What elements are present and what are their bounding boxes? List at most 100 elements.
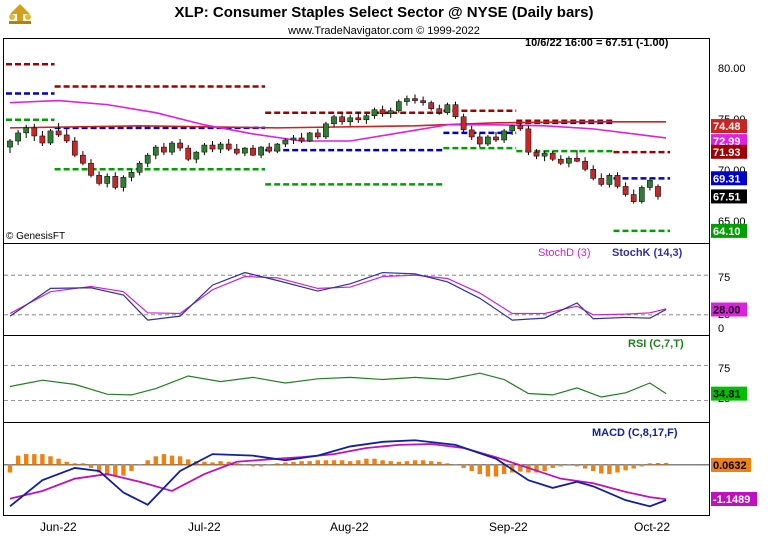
macd-hist-bar <box>48 456 53 465</box>
macd-hist-bar <box>161 454 167 465</box>
macd-hist-bar <box>234 463 239 465</box>
candle-body <box>128 172 135 178</box>
logo <box>9 4 31 24</box>
ma-magenta <box>9 99 667 142</box>
value-tag-text: -1.1489 <box>713 494 750 506</box>
candle-body <box>590 169 597 179</box>
x-tick-jul: Jul-22 <box>188 520 221 534</box>
price-panel <box>6 62 671 233</box>
stoch-tick-0: 0 <box>718 323 724 335</box>
chart-title: XLP: Consumer Staples Select Sector @ NY… <box>175 4 594 21</box>
macd-hist-bar <box>582 464 588 469</box>
macd-hist-bar <box>429 461 434 465</box>
candle-body <box>387 110 394 114</box>
candle-body <box>169 142 175 153</box>
value-tag-text: 64.10 <box>713 226 741 238</box>
macd-hist-bar <box>242 464 248 466</box>
candle-body <box>460 116 467 131</box>
macd-line <box>9 439 667 508</box>
candle-body <box>323 123 329 138</box>
x-tick-oct: Oct-22 <box>634 520 670 534</box>
macd-hist-bar <box>388 461 393 465</box>
macd-hist-bar <box>566 464 572 466</box>
macd-hist-bar <box>412 460 418 465</box>
macd-hist-bar <box>339 460 345 465</box>
macd-hist-bar <box>663 462 669 465</box>
value-tag-text: 0.0632 <box>713 460 747 472</box>
candle-body <box>655 186 661 197</box>
candle-body <box>104 176 111 184</box>
candle-body <box>136 162 143 173</box>
candle-body <box>420 100 426 103</box>
candle-body <box>258 146 264 156</box>
candle-body <box>47 130 54 144</box>
value-tag-text: 67.51 <box>713 191 741 203</box>
candle-body <box>549 152 556 160</box>
stochastic-panel <box>4 271 709 321</box>
value-tag-text: 71.93 <box>713 147 741 159</box>
value-tag-text: 28.00 <box>713 305 741 317</box>
macd-hist-bar <box>169 455 175 465</box>
candle-body <box>493 136 499 141</box>
candle-body <box>622 186 629 195</box>
x-tick-jun: Jun-22 <box>40 520 77 534</box>
value-tag-text: 74.48 <box>713 121 741 133</box>
candle-body <box>274 143 281 152</box>
candle-body <box>225 143 232 150</box>
value-tag-box <box>711 171 747 186</box>
candle-body <box>355 117 362 121</box>
macd-hist-bar <box>493 464 499 477</box>
candle-body <box>63 134 70 142</box>
candle-body <box>242 147 248 154</box>
candle-body <box>193 151 200 160</box>
macd-hist-bar <box>550 464 555 468</box>
candle-body <box>185 147 192 160</box>
stochk-label: StochK (14,3) <box>612 247 683 259</box>
macd-hist-bar <box>258 464 264 467</box>
candle-body <box>266 146 273 152</box>
macd-hist-bar <box>283 462 288 465</box>
candle-body <box>630 194 637 202</box>
candle-body <box>314 132 321 138</box>
candle-body <box>80 154 86 164</box>
candle-body <box>525 128 532 153</box>
macd-hist-bar <box>372 458 377 465</box>
value-tag-text: 34.81 <box>713 389 741 401</box>
candle-body <box>444 104 451 113</box>
macd-hist-bar <box>113 464 118 477</box>
series-0 <box>9 274 667 316</box>
candle-body <box>606 175 613 185</box>
macd-hist-bar <box>15 455 21 465</box>
macd-hist-bar <box>453 464 458 466</box>
candle-body <box>476 136 483 145</box>
price-tick-80: 80.00 <box>718 63 746 75</box>
candle-body <box>363 115 370 121</box>
candle-body <box>339 116 345 123</box>
panel-frames <box>3 38 710 516</box>
macd-hist-bar <box>647 463 653 465</box>
candle-body <box>638 187 645 202</box>
macd-hist-bar <box>218 461 223 465</box>
macd-hist-bar <box>631 464 636 469</box>
macd-hist-bar <box>226 461 231 465</box>
macd-hist-bar <box>591 464 596 471</box>
value-tag-box <box>711 458 751 472</box>
macd-hist-bar <box>615 464 620 473</box>
macd-hist-bar <box>445 463 450 465</box>
value-tag-box <box>711 386 747 401</box>
candle-body <box>598 178 605 185</box>
macd-hist-bar <box>307 461 312 465</box>
candle-body <box>509 125 516 132</box>
macd-hist-bar <box>186 459 191 465</box>
macd-hist-bar <box>485 464 491 477</box>
candle-body <box>209 144 216 150</box>
macd-hist-bar <box>404 461 410 465</box>
candle-body <box>96 175 102 184</box>
candle-body <box>517 125 524 130</box>
macd-panel <box>4 439 709 508</box>
candle-body <box>71 140 78 156</box>
macd-hist-bar <box>129 464 134 471</box>
candle-body <box>39 135 46 144</box>
macd-hist-bar <box>607 464 612 475</box>
